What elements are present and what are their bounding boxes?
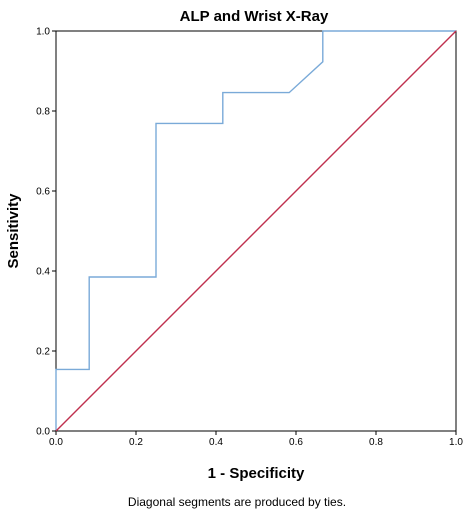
x-axis-ticks: 0.0 0.2 0.4 0.6 0.8 1.0 xyxy=(49,431,463,448)
x-axis-label: 1 - Specificity xyxy=(208,465,305,482)
plot-frame xyxy=(55,30,457,432)
y-axis-ticks: 0.0 0.2 0.4 0.6 0.8 1.0 xyxy=(36,27,56,438)
roc-chart: ALP and Wrist X-Ray 0.0 0.2 0.4 0.6 0.8 1.0 0… xyxy=(5,8,463,482)
y-tick-label: 0.0 xyxy=(36,427,50,438)
y-axis-label: Sensitivity xyxy=(5,193,22,269)
roc-curve xyxy=(55,30,456,431)
plot-area xyxy=(55,30,457,432)
chart-footnote: Diagonal segments are produced by ties. xyxy=(127,495,347,509)
x-tick-label: 0.8 xyxy=(369,437,383,448)
y-tick-label: 1.0 xyxy=(36,27,50,38)
x-tick-label: 0.2 xyxy=(129,437,143,448)
reference-line xyxy=(55,30,457,432)
y-tick-label: 0.6 xyxy=(36,187,50,198)
x-tick-label: 0.6 xyxy=(289,437,303,448)
x-tick-label: 1.0 xyxy=(449,437,463,448)
x-tick-label: 0.0 xyxy=(49,437,63,448)
x-tick-label: 0.4 xyxy=(209,437,223,448)
y-tick-label: 0.8 xyxy=(36,107,50,118)
y-tick-label: 0.4 xyxy=(36,267,50,278)
y-tick-label: 0.2 xyxy=(36,347,50,358)
chart-title: ALP and Wrist X-Ray xyxy=(180,8,329,25)
